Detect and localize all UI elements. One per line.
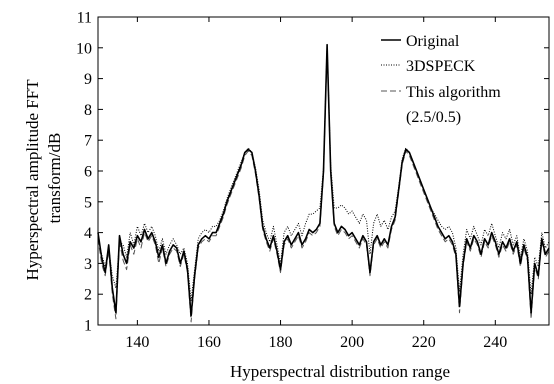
y-tick-label: 7 (84, 133, 92, 150)
x-tick-label: 160 (197, 334, 221, 351)
legend-label-this-algorithm: This algorithm (406, 84, 501, 101)
legend: Original 3DSPECK This algorithm (2.5/0.5… (381, 33, 501, 126)
x-tick-label: 180 (269, 334, 293, 351)
y-tick-label: 6 (84, 164, 92, 181)
x-tick-label: 240 (483, 334, 507, 351)
y-tick-label: 11 (77, 10, 92, 27)
y-tick-label: 10 (76, 40, 92, 57)
legend-label-parameters: (2.5/0.5) (406, 109, 461, 126)
legend-label-3dspeck: 3DSPECK (406, 58, 476, 75)
y-tick-label: 8 (84, 102, 92, 119)
x-tick-label: 140 (125, 334, 149, 351)
y-axis-title-line-1: Hyperspectral amplitude FFT (23, 79, 42, 281)
series-group (97, 43, 550, 323)
y-axis-title: Hyperspectral amplitude FFT transform/dB (23, 75, 64, 280)
x-axis-title: Hyperspectral distribution range (230, 362, 450, 381)
y-tick-label: 5 (84, 194, 92, 211)
y-tick-label: 4 (84, 225, 92, 242)
legend-label-original: Original (406, 33, 460, 50)
y-tick-label: 9 (84, 71, 92, 88)
x-tick-label: 200 (340, 334, 364, 351)
axis-ticks (98, 16, 549, 326)
y-tick-label: 1 (84, 318, 92, 335)
axis-tick-labels: 140 160 180 200 220 240 1 2 3 4 5 6 7 8 9 10 11 (76, 10, 507, 352)
y-tick-label: 3 (84, 256, 92, 273)
series-line-3dspeck (97, 44, 550, 301)
y-axis-title-line-2: transform/dB (45, 133, 64, 224)
y-tick-label: 2 (84, 287, 92, 304)
series-line-original (97, 43, 550, 317)
x-tick-label: 220 (412, 334, 436, 351)
